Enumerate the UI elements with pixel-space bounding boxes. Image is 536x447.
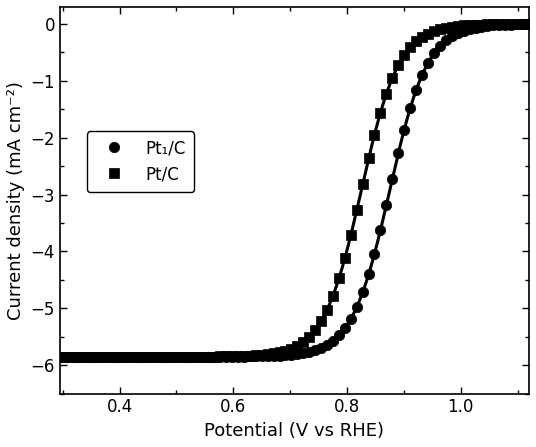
Legend: Pt₁/C, Pt/C: Pt₁/C, Pt/C — [87, 131, 194, 192]
Pt/C — [57, 354, 63, 359]
Line: Pt/C: Pt/C — [55, 19, 534, 362]
Pt/C — [264, 352, 271, 357]
Pt₁/C — [341, 325, 348, 331]
Pt₁/C — [264, 354, 271, 359]
Pt₁/C — [377, 228, 384, 233]
Y-axis label: Current density (mA cm⁻²): Current density (mA cm⁻²) — [7, 81, 25, 320]
Pt₁/C — [472, 25, 479, 30]
Pt/C — [526, 21, 532, 27]
Pt/C — [341, 255, 348, 261]
Pt₁/C — [360, 289, 366, 295]
Pt₁/C — [526, 21, 532, 27]
Pt/C — [360, 181, 366, 186]
Pt₁/C — [57, 354, 63, 359]
Pt/C — [336, 276, 342, 281]
Pt/C — [472, 22, 479, 27]
X-axis label: Potential (V vs RHE): Potential (V vs RHE) — [204, 422, 384, 440]
Line: Pt₁/C: Pt₁/C — [55, 19, 534, 362]
Pt₁/C — [336, 333, 342, 338]
Pt/C — [377, 110, 384, 115]
